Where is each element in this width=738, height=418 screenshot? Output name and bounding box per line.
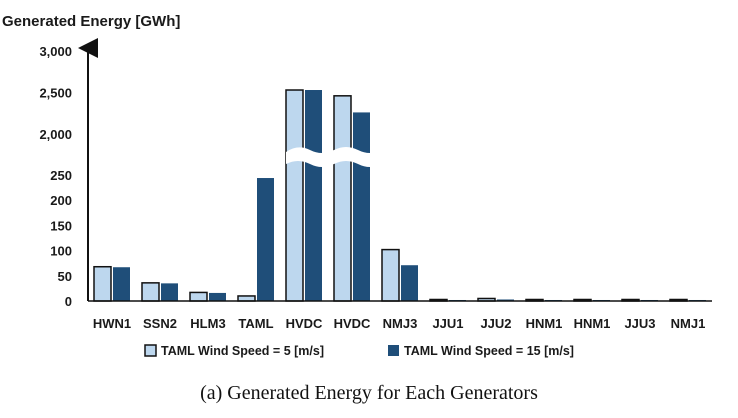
y-tick-label: 150 (50, 218, 72, 233)
bar-wind-5ms (189, 291, 208, 302)
y-tick-label: 2,000 (39, 127, 72, 142)
bar-wind-5ms (381, 248, 400, 302)
x-tick-label: JJU1 (432, 316, 463, 331)
bar-wind-5ms (285, 89, 304, 302)
x-tick-label: HVDC (286, 316, 323, 331)
x-tick-label: HNM1 (526, 316, 563, 331)
bar-wind-15ms (209, 292, 226, 301)
y-tick-label: 250 (50, 168, 72, 183)
bar-wind-5ms (237, 295, 256, 302)
y-axis-ticks: 0 50 100 150 200 250 2,000 2,500 3,000 (39, 44, 72, 309)
x-tick-label: JJU3 (624, 316, 655, 331)
figure-caption: (a) Generated Energy for Each Generators (200, 382, 538, 404)
x-tick-label: HVDC (334, 316, 371, 331)
bar-wind-5ms (333, 95, 352, 302)
x-tick-label: SSN2 (143, 316, 177, 331)
axis-break-band (286, 147, 382, 167)
x-tick-label: TAML (238, 316, 273, 331)
bar-wind-5ms (141, 282, 160, 302)
legend-label-5ms: TAML Wind Speed = 5 [m/s] (161, 344, 324, 358)
legend-swatch-5ms (144, 344, 157, 357)
bar-wind-15ms (401, 265, 418, 301)
x-axis-labels: HWN1 SSN2 HLM3 TAML HVDC HVDC NMJ3 JJU1 JJU2 HNM1… (93, 316, 705, 331)
bar-wind-15ms (161, 283, 178, 301)
x-tick-label: NMJ3 (383, 316, 418, 331)
bar-wind-15ms (497, 299, 514, 301)
y-tick-label: 0 (65, 294, 72, 309)
bar-wind-15ms (353, 112, 370, 301)
legend-swatch-15ms (388, 345, 399, 356)
y-tick-label: 3,000 (39, 44, 72, 59)
x-tick-label: JJU2 (480, 316, 511, 331)
legend-label-15ms: TAML Wind Speed = 15 [m/s] (404, 344, 574, 358)
bar-wind-15ms (305, 90, 322, 301)
x-tick-label: NMJ1 (671, 316, 706, 331)
y-tick-label: 100 (50, 244, 72, 259)
y-tick-label: 2,500 (39, 86, 72, 101)
y-axis-label: Generated Energy [GWh] (2, 13, 180, 30)
legend: TAML Wind Speed = 5 [m/s] TAML Wind Spee… (144, 344, 574, 358)
bar-wind-15ms (257, 178, 274, 301)
bar-wind-15ms (113, 267, 130, 301)
x-tick-label: HWN1 (93, 316, 131, 331)
x-tick-label: HLM3 (190, 316, 225, 331)
y-tick-label: 50 (58, 269, 72, 284)
bar-wind-5ms (93, 265, 112, 302)
x-tick-label: HNM1 (574, 316, 611, 331)
y-tick-label: 200 (50, 193, 72, 208)
bars (93, 89, 706, 302)
